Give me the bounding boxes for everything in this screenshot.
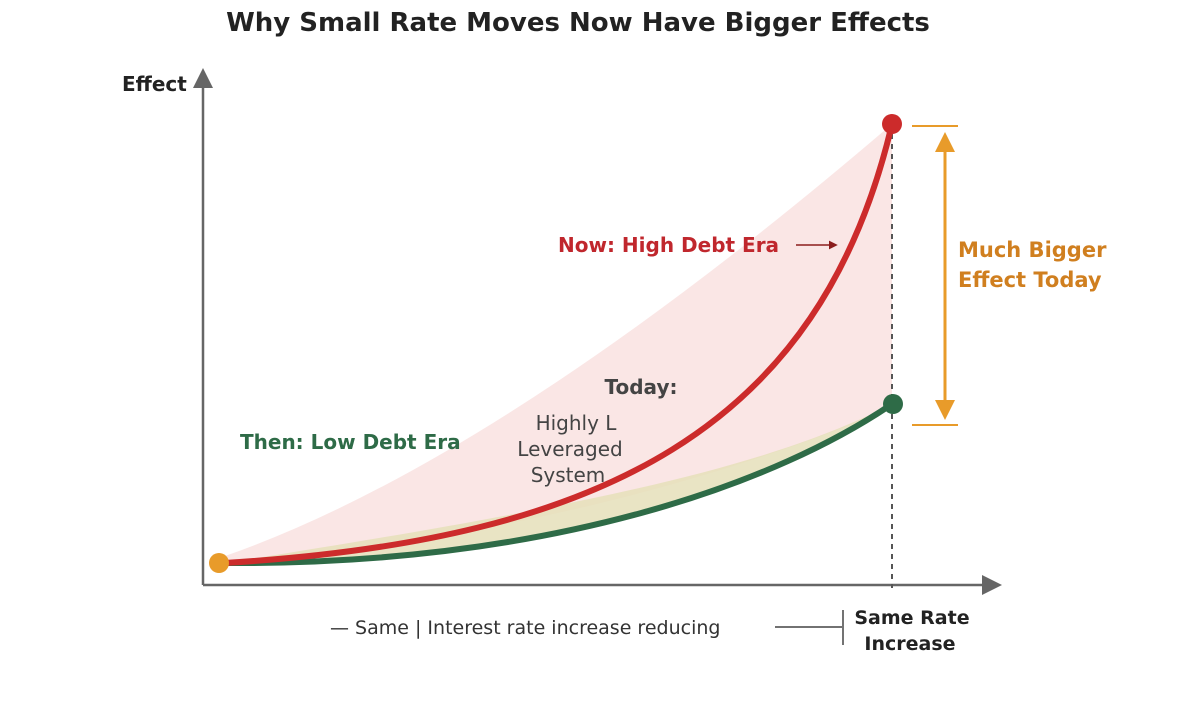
today-line-2: Leveraged [517, 437, 622, 461]
now-high-debt-curve [222, 121, 895, 566]
then-endpoint [883, 394, 903, 414]
diagram-title: Why Small Rate Moves Now Have Bigger Eff… [226, 8, 930, 38]
same-rate-label-line-1: Same Rate [854, 607, 969, 629]
same-rate-label-line-2: Increase [864, 633, 955, 655]
today-line-1: Highly L [536, 411, 618, 435]
difference-arrowhead-down [935, 400, 955, 420]
y-axis-label: Effect [122, 72, 187, 96]
then-curve-label: Then: Low Debt Era [240, 430, 461, 454]
difference-label-line-1: Much Bigger [958, 238, 1107, 262]
difference-arrowhead-up [935, 132, 955, 152]
then-low-debt-curve [222, 401, 895, 567]
leverage-shaded-region [225, 124, 892, 563]
x-axis-caption: — Same | Interest rate increase reducing [330, 617, 720, 639]
today-heading: Today: [605, 375, 678, 399]
start-point [209, 553, 229, 573]
difference-label-line-2: Effect Today [958, 268, 1102, 292]
now-endpoint [882, 114, 902, 134]
today-line-3: System [531, 463, 606, 487]
now-curve-label: Now: High Debt Era [558, 233, 779, 257]
